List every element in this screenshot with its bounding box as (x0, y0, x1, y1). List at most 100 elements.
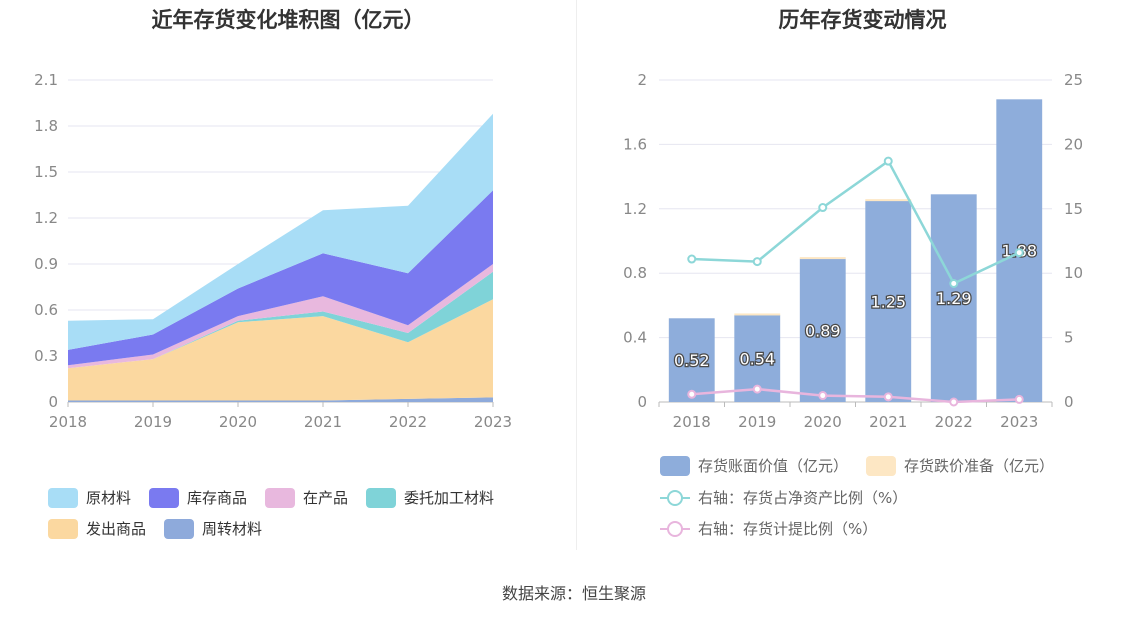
x-tick-label: 2020 (219, 413, 257, 431)
y-tick-label: 1.2 (623, 200, 647, 218)
x-tick-label: 2022 (389, 413, 427, 431)
legend-swatch (48, 487, 78, 508)
line-point (883, 392, 893, 402)
legend-swatch (48, 518, 78, 539)
y-tick-label: 2.1 (34, 71, 58, 89)
data-source: 数据来源：恒生聚源 (501, 584, 646, 603)
y-tick-label: 1.5 (34, 163, 58, 181)
legend-item[interactable]: 委托加工材料 (366, 487, 494, 508)
y-tick-label: 0.6 (34, 301, 58, 319)
bar-data-label: 0.52 (674, 351, 710, 370)
x-tick-label: 2018 (673, 413, 711, 431)
bar-data-label: 0.89 (805, 321, 841, 340)
legend-item[interactable]: 存货跌价准备（亿元） (866, 455, 1054, 476)
legend-label: 发出商品 (86, 520, 147, 538)
line-point (949, 397, 959, 407)
line-point (818, 391, 828, 401)
y-tick-label: 0 (48, 393, 58, 411)
right-chart-panel: 历年存货变动情况 0 0.4 0.8 1.2 1.6 2 0 5 10 15 20 25 0.52 0.5… (577, 0, 1148, 560)
y-tick-label: 0.4 (623, 329, 647, 347)
legend-item[interactable]: 右轴：存货计提比例（%） (660, 518, 877, 539)
line-point (687, 389, 697, 399)
left-legend-row-1: 原材料 库存商品 在产品 委托加工材料 (48, 487, 512, 508)
legend-item[interactable]: 库存商品 (149, 487, 247, 508)
line-point (949, 279, 959, 289)
legend-item[interactable]: 原材料 (48, 487, 131, 508)
area-series (68, 299, 493, 401)
line-point (883, 156, 893, 166)
left-legend-row-2: 发出商品 周转材料 (48, 518, 280, 539)
x-tick-label: 2022 (935, 413, 973, 431)
legend-label: 右轴：存货计提比例（%） (698, 520, 878, 538)
right-legend-row-3: 右轴：存货计提比例（%） (660, 518, 895, 539)
line-point (687, 254, 697, 264)
x-tick-label: 2023 (1000, 413, 1038, 431)
y-tick-label: 0 (637, 393, 647, 411)
legend-swatch (366, 487, 397, 508)
legend-label: 在产品 (303, 489, 349, 507)
legend-item[interactable]: 在产品 (265, 487, 348, 508)
line-point (752, 257, 762, 267)
line-series (691, 387, 1020, 404)
legend-swatch (265, 487, 296, 508)
reserve-bar (734, 313, 781, 316)
legend-label: 存货账面价值（亿元） (698, 457, 849, 475)
left-chart-title: 近年存货变化堆积图（亿元） (151, 8, 425, 32)
line-point (1014, 394, 1024, 404)
line-point (1014, 248, 1024, 258)
bar-data-label: 1.25 (870, 292, 906, 311)
legend-item[interactable]: 发出商品 (48, 518, 146, 539)
y2-tick-label: 25 (1064, 71, 1083, 89)
legend-label: 库存商品 (187, 489, 248, 507)
legend-swatch (660, 455, 690, 476)
x-tick-label: 2019 (134, 413, 172, 431)
x-tick-label: 2019 (738, 413, 776, 431)
area-series (68, 190, 493, 366)
legend-swatch (866, 455, 897, 476)
y2-tick-label: 20 (1064, 135, 1083, 153)
legend-label: 周转材料 (202, 520, 263, 538)
y-tick-label: 0.3 (34, 347, 58, 365)
stacked-area-chart: 0 0.3 0.6 0.9 1.2 1.5 1.8 2.1 2018 2019 2020 2021 20… (34, 71, 512, 431)
x-tick-label: 2021 (869, 413, 907, 431)
bar (930, 194, 977, 402)
reserve-bar (799, 257, 846, 260)
legend-item[interactable]: 周转材料 (164, 518, 262, 539)
area-series (68, 397, 493, 402)
line-series (691, 159, 1020, 286)
legend-swatch (164, 518, 195, 539)
panel-divider (576, 0, 577, 550)
y-tick-label: 1.6 (623, 135, 647, 153)
x-tick-label: 2021 (304, 413, 342, 431)
y2-tick-label: 5 (1064, 329, 1074, 347)
x-tick-label: 2020 (804, 413, 842, 431)
y-tick-label: 2 (637, 71, 647, 89)
line-point (752, 384, 762, 394)
bar (799, 258, 846, 402)
bar-data-label: 1.29 (936, 289, 972, 308)
legend-label: 存货跌价准备（亿元） (904, 457, 1055, 475)
right-legend-row-2: 右轴：存货占净资产比例（%） (660, 487, 925, 508)
area-series (68, 113, 493, 350)
y-tick-label: 0.9 (34, 255, 58, 273)
bar (668, 318, 715, 402)
y2-tick-label: 0 (1064, 393, 1074, 411)
bar (865, 200, 912, 402)
right-legend-row-1: 存货账面价值（亿元） 存货跌价准备（亿元） (660, 455, 1072, 476)
line-point (818, 203, 828, 213)
legend-label: 右轴：存货占净资产比例（%） (698, 489, 908, 507)
right-chart-title: 历年存货变动情况 (778, 8, 947, 32)
legend-label: 原材料 (86, 489, 132, 507)
x-tick-label: 2018 (49, 413, 87, 431)
y-tick-label: 0.8 (623, 264, 647, 282)
y-tick-label: 1.8 (34, 117, 58, 135)
y-tick-label: 1.2 (34, 209, 58, 227)
y2-tick-label: 15 (1064, 200, 1083, 218)
legend-item[interactable]: 右轴：存货占净资产比例（%） (660, 487, 907, 508)
legend-item[interactable]: 存货账面价值（亿元） (660, 455, 848, 476)
bar-data-label: 0.54 (739, 350, 775, 369)
y2-tick-label: 10 (1064, 264, 1083, 282)
x-tick-label: 2023 (474, 413, 512, 431)
reserve-bar (865, 199, 912, 202)
